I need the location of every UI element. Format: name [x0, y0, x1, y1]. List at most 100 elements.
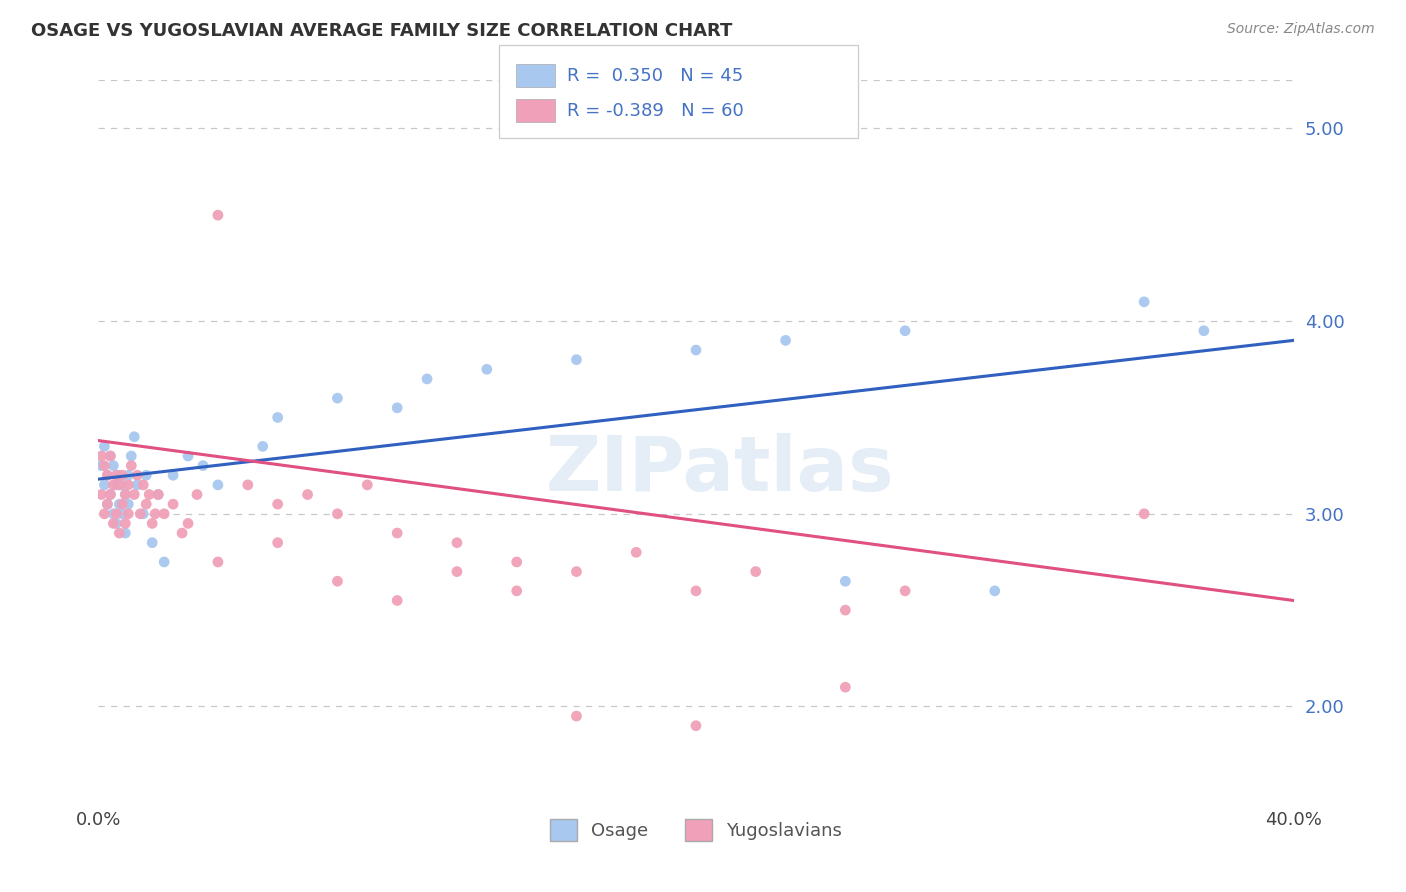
Point: [252, 439, 274, 453]
Point: [96, 497, 118, 511]
Point: [111, 497, 134, 511]
Point: [90, 487, 112, 501]
Point: [475, 362, 498, 376]
Point: [90, 449, 112, 463]
Point: [124, 430, 146, 444]
Point: [834, 574, 856, 589]
Point: [685, 719, 707, 733]
Point: [162, 497, 184, 511]
Point: [685, 583, 707, 598]
Point: [153, 555, 176, 569]
Point: [894, 583, 917, 598]
Point: [117, 468, 139, 483]
Point: [93, 439, 115, 453]
Point: [135, 468, 157, 483]
Point: [114, 487, 136, 501]
Point: [148, 487, 170, 501]
Point: [96, 468, 118, 483]
Point: [186, 487, 208, 501]
Point: [565, 709, 588, 723]
Point: [326, 574, 349, 589]
Point: [177, 516, 200, 531]
Point: [127, 478, 149, 492]
Point: [446, 535, 468, 549]
Point: [207, 208, 229, 222]
Point: [108, 497, 131, 511]
Point: [834, 603, 856, 617]
Point: [132, 478, 155, 492]
Point: [105, 507, 128, 521]
Point: [120, 449, 142, 463]
Point: [108, 526, 131, 541]
Point: [96, 497, 118, 511]
Point: [138, 487, 160, 501]
Text: Source: ZipAtlas.com: Source: ZipAtlas.com: [1227, 22, 1375, 37]
Point: [103, 516, 125, 531]
Point: [1133, 507, 1156, 521]
Point: [385, 526, 409, 541]
Point: [105, 516, 128, 531]
Point: [103, 458, 125, 473]
Point: [207, 478, 229, 492]
Point: [105, 468, 128, 483]
Point: [96, 468, 118, 483]
Point: [132, 507, 155, 521]
Point: [191, 458, 214, 473]
Point: [626, 545, 648, 559]
Point: [446, 565, 468, 579]
Text: ZIPatlas: ZIPatlas: [546, 434, 894, 508]
Point: [326, 507, 349, 521]
Point: [105, 478, 128, 492]
Point: [93, 458, 115, 473]
Text: OSAGE VS YUGOSLAVIAN AVERAGE FAMILY SIZE CORRELATION CHART: OSAGE VS YUGOSLAVIAN AVERAGE FAMILY SIZE…: [31, 22, 733, 40]
Point: [356, 478, 378, 492]
Point: [506, 583, 529, 598]
Point: [117, 507, 139, 521]
Point: [506, 555, 529, 569]
Point: [236, 478, 259, 492]
Legend: Osage, Yugoslavians: Osage, Yugoslavians: [543, 812, 849, 848]
Point: [834, 680, 856, 694]
Point: [565, 565, 588, 579]
Point: [98, 487, 122, 501]
Point: [685, 343, 707, 357]
Point: [177, 449, 200, 463]
Point: [894, 324, 917, 338]
Point: [98, 487, 122, 501]
Point: [1133, 294, 1156, 309]
Point: [416, 372, 439, 386]
Point: [172, 526, 194, 541]
Point: [385, 593, 409, 607]
Point: [98, 449, 122, 463]
Point: [565, 352, 588, 367]
Point: [127, 468, 149, 483]
Point: [775, 334, 797, 348]
Text: R = -0.389   N = 60: R = -0.389 N = 60: [567, 102, 744, 120]
Point: [114, 526, 136, 541]
Point: [1192, 324, 1215, 338]
Point: [385, 401, 409, 415]
Point: [90, 458, 112, 473]
Point: [117, 478, 139, 492]
Point: [297, 487, 319, 501]
Point: [135, 497, 157, 511]
Point: [129, 507, 152, 521]
Point: [103, 507, 125, 521]
Point: [326, 391, 349, 405]
Point: [141, 516, 163, 531]
Point: [111, 507, 134, 521]
Point: [114, 487, 136, 501]
Point: [120, 458, 142, 473]
Point: [93, 507, 115, 521]
Point: [162, 468, 184, 483]
Point: [141, 535, 163, 549]
Point: [267, 535, 290, 549]
Point: [148, 487, 170, 501]
Point: [207, 555, 229, 569]
Point: [108, 468, 131, 483]
Point: [984, 583, 1007, 598]
Point: [108, 478, 131, 492]
Point: [745, 565, 768, 579]
Point: [111, 478, 134, 492]
Point: [267, 497, 290, 511]
